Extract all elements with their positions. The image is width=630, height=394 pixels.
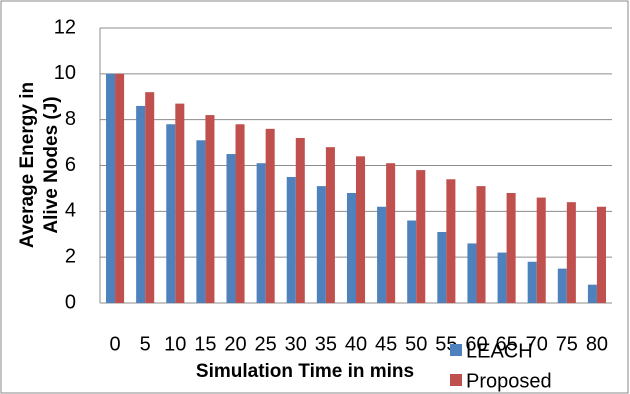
x-tick-label: 20 (224, 333, 246, 355)
x-tick-label: 30 (285, 333, 307, 355)
y-tick-label: 8 (65, 108, 76, 130)
bar (377, 206, 387, 303)
x-tick-label: 70 (526, 333, 548, 355)
x-tick-label: 35 (315, 333, 337, 355)
x-tick-label: 15 (194, 333, 216, 355)
bar (437, 231, 447, 303)
x-tick-label: 75 (556, 333, 578, 355)
bar (256, 163, 266, 303)
bar (407, 220, 417, 303)
legend-swatch (450, 374, 462, 386)
y-axis-title: Average Energy in Alive Nodes (J) (17, 82, 62, 248)
bar (136, 105, 146, 304)
bar (115, 73, 125, 303)
x-tick-label: 5 (140, 333, 151, 355)
bar (346, 193, 356, 303)
bar (497, 252, 507, 303)
legend-label: LEACH (466, 340, 533, 362)
x-tick-label: 50 (405, 333, 427, 355)
x-tick-label: 40 (345, 333, 367, 355)
x-tick-label: 25 (255, 333, 277, 355)
bar (536, 197, 546, 303)
x-tick-label: 60 (465, 333, 487, 355)
bar (235, 124, 245, 303)
bar (316, 186, 326, 303)
bar (205, 115, 215, 303)
bar (596, 206, 606, 303)
x-tick-label: 0 (109, 333, 120, 355)
y-axis-title-line: Alive Nodes (J) (41, 96, 62, 233)
bar (557, 268, 567, 303)
bar (416, 170, 426, 303)
bar (166, 124, 176, 303)
y-tick-label: 10 (54, 62, 76, 84)
bar (265, 128, 275, 303)
x-tick-label: 80 (586, 333, 608, 355)
bar (145, 92, 155, 304)
bar (286, 176, 296, 303)
bar (527, 261, 537, 303)
bar (476, 186, 486, 303)
x-tick-label: 45 (375, 333, 397, 355)
bar (467, 243, 477, 303)
x-tick-label: 10 (164, 333, 186, 355)
bar (587, 284, 597, 303)
legend-label: Proposed (466, 370, 552, 392)
y-tick-label: 12 (54, 16, 76, 38)
bar (446, 179, 456, 303)
bar (106, 73, 116, 303)
y-tick-label: 6 (65, 154, 76, 176)
bar (325, 147, 335, 303)
bar (356, 156, 366, 303)
y-axis-title-line: Average Energy in (17, 82, 38, 248)
bar (226, 154, 236, 303)
x-axis-title: Simulation Time in mins (196, 361, 414, 382)
bar (196, 140, 206, 303)
legend-swatch (450, 344, 462, 356)
bar (506, 193, 516, 303)
bar (386, 163, 396, 303)
y-tick-label: 0 (65, 291, 76, 313)
y-tick-label: 2 (65, 245, 76, 267)
y-tick-label: 4 (65, 200, 76, 222)
bar (175, 103, 185, 303)
bar (295, 138, 305, 303)
bar (566, 202, 576, 303)
x-tick-label: 65 (495, 333, 517, 355)
